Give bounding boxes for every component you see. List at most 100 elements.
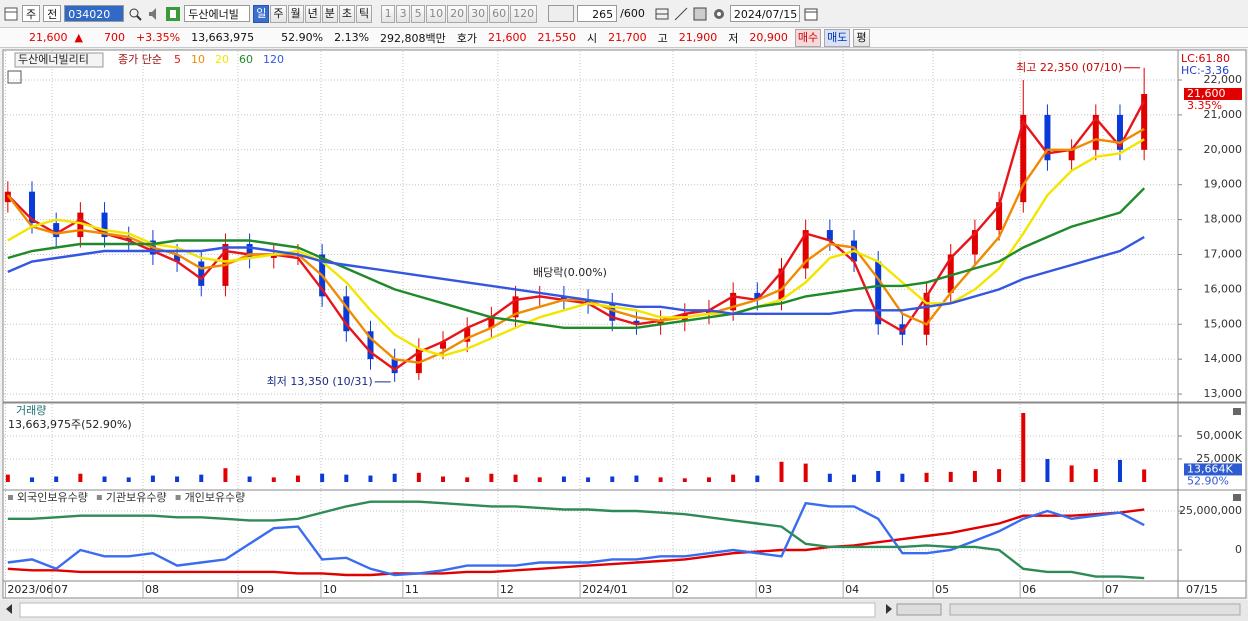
change-pct: +3.35% <box>135 31 181 44</box>
playback-controls[interactable] <box>896 603 942 616</box>
toolbar-button[interactable]: 일 <box>253 4 270 23</box>
volume-bar <box>30 477 35 482</box>
scroll-right[interactable] <box>886 604 892 614</box>
zoom-controls[interactable] <box>949 603 1241 616</box>
toolbar-button[interactable]: 년 <box>304 4 321 23</box>
hc-label: HC:-3.36 <box>1181 64 1229 77</box>
stock-name[interactable]: 두산에너빌 <box>184 5 251 22</box>
toolbar-button[interactable]: 30 <box>468 4 489 23</box>
high-note: 최고 22,350 (07/10) <box>1016 61 1122 74</box>
y-tick-label: 50,000K <box>1196 429 1242 442</box>
volume-bar <box>755 475 760 482</box>
candle-body <box>754 292 761 300</box>
candle-body <box>585 299 592 304</box>
scroll-track[interactable] <box>19 602 876 618</box>
volume-bar <box>54 476 59 482</box>
volume-bar <box>1117 459 1122 482</box>
volume: 13,663,975 <box>191 31 255 44</box>
avg-button[interactable]: 평 <box>853 28 870 47</box>
series-line <box>7 187 1146 329</box>
tool-icon[interactable] <box>654 6 670 22</box>
search-icon[interactable] <box>127 6 143 22</box>
sell-button[interactable]: 매도 <box>824 28 851 47</box>
draw-icon[interactable] <box>673 6 689 22</box>
buy-button[interactable]: 매수 <box>794 28 822 47</box>
volume-bar <box>489 473 494 482</box>
x-tick-label: 05 <box>935 583 949 596</box>
volume-bar <box>126 477 131 482</box>
open-label: 시 <box>587 31 598 45</box>
amount: 292,808백만 <box>380 31 446 45</box>
toolbar-button[interactable]: 5 <box>411 4 426 23</box>
volume-bar <box>634 475 639 482</box>
volume-bar <box>779 461 784 482</box>
close-volume[interactable] <box>1233 408 1241 415</box>
candle-body <box>705 310 712 314</box>
candle-body <box>391 359 398 374</box>
settings-icon[interactable] <box>711 6 727 22</box>
toolbar-button[interactable]: 월 <box>287 4 304 23</box>
last-volume: 13,664K <box>1187 462 1233 475</box>
legend-entry: 120 <box>263 53 284 66</box>
toolbar-button[interactable]: 120 <box>510 4 538 23</box>
toolbar-button[interactable]: 3 <box>396 4 411 23</box>
y-tick-label: 19,000 <box>1204 178 1243 191</box>
price-panel <box>2 49 1247 403</box>
toolbar-button[interactable]: 10 <box>426 4 447 23</box>
toolbar-button[interactable]: 1 <box>381 4 396 23</box>
series-line <box>6 127 1145 364</box>
calendar-icon[interactable] <box>803 6 819 22</box>
volume-bar <box>223 468 228 482</box>
toolbar-button[interactable]: 분 <box>321 4 338 23</box>
volume-bar <box>416 472 421 482</box>
layout-icon[interactable] <box>3 6 19 22</box>
toolbar-button[interactable]: 60 <box>489 4 510 23</box>
candle-body <box>778 268 785 300</box>
save-icon[interactable] <box>692 6 708 22</box>
volume-bar <box>368 475 373 482</box>
legend-entry: 외국인보유수량 <box>17 491 88 504</box>
toolbar-button[interactable]: 20 <box>447 4 468 23</box>
candle-body <box>343 296 350 332</box>
candle-body <box>802 230 809 269</box>
candle-body <box>101 212 108 238</box>
candle-body <box>415 348 422 374</box>
volume-bar <box>948 471 953 482</box>
market-select[interactable]: 주 <box>22 5 41 22</box>
candle-body <box>125 237 132 241</box>
scroll-left[interactable] <box>6 604 12 614</box>
low-note: 최저 13,350 (10/31) <box>267 375 373 388</box>
candle-body <box>367 331 374 360</box>
volume-bar <box>1142 469 1147 482</box>
volume-bar <box>5 474 10 482</box>
candle-body <box>488 317 495 328</box>
candle-body <box>53 223 60 238</box>
candle-body <box>875 261 882 325</box>
candle-body <box>1020 114 1027 203</box>
volume-bar <box>344 474 349 482</box>
code-input[interactable]: 034020 <box>64 5 125 22</box>
close-holdings[interactable] <box>1233 494 1241 501</box>
volume-bar <box>1045 459 1050 482</box>
interval-input[interactable] <box>548 5 575 22</box>
toolbar-button[interactable]: 주 <box>270 4 287 23</box>
count-input[interactable]: 265 <box>577 5 618 22</box>
toolbar-button[interactable]: 초 <box>338 4 355 23</box>
candle-body <box>947 254 954 293</box>
date-input[interactable]: 2024/07/15 <box>729 5 800 22</box>
volume-bar <box>706 477 711 482</box>
toolbar-button[interactable]: 틱 <box>356 4 373 23</box>
table-icon[interactable] <box>7 70 22 84</box>
x-tick-label: 2024/01 <box>582 583 628 596</box>
sound-icon[interactable] <box>146 6 162 22</box>
mode-select[interactable]: 전 <box>43 5 62 22</box>
last-volume-ratio: 52.90% <box>1187 474 1229 487</box>
candle-body <box>1141 93 1148 150</box>
quote-bar: 21,600 ▲ 700 +3.35% 13,663,975 52.90% 2.… <box>0 28 1248 48</box>
volume-bar <box>271 477 276 482</box>
volume-bar <box>610 476 615 482</box>
legend-entry: 20 <box>215 53 229 66</box>
legend-entry: 60 <box>239 53 253 66</box>
